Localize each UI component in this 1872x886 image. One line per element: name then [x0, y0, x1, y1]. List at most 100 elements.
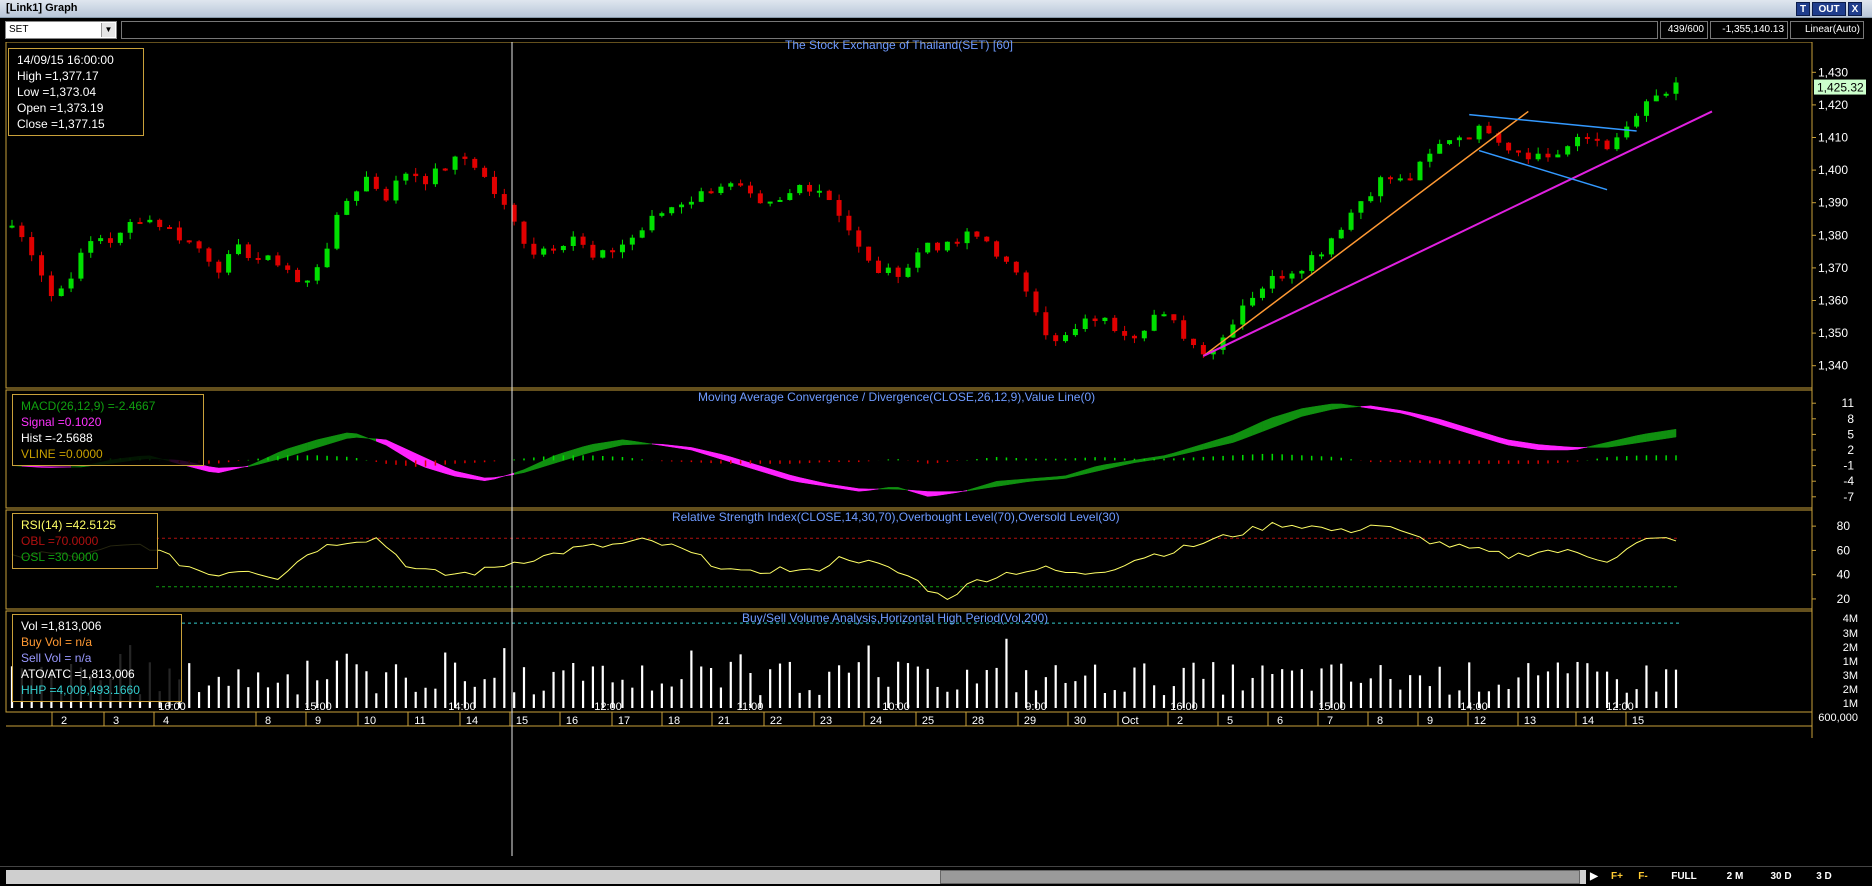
- macd-ribbon: [730, 456, 741, 466]
- candle-body: [206, 248, 212, 262]
- command-input[interactable]: [121, 21, 1658, 39]
- candle-body: [216, 261, 222, 273]
- macd-ribbon: [1262, 417, 1273, 432]
- macd-ribbon: [661, 443, 672, 448]
- t-button[interactable]: T: [1796, 2, 1810, 16]
- candle-body: [186, 240, 192, 243]
- macd-ribbon: [996, 480, 1007, 487]
- three-day-button[interactable]: 3 D: [1816, 871, 1832, 882]
- volume-tick-label: 3M: [1843, 628, 1858, 640]
- price-open: Open =1,373.19: [17, 101, 104, 115]
- candle-body: [629, 237, 635, 245]
- volume-tick-label: 1M: [1843, 656, 1858, 668]
- macd-ribbon: [523, 464, 535, 473]
- chart-area[interactable]: 1,430 1,420 1,410 1,400 1,390 1,380 1,370 1,360…: [0, 38, 1872, 856]
- macd-ribbon: [563, 449, 574, 461]
- candle-body: [304, 280, 310, 283]
- candle-body: [1240, 305, 1246, 325]
- obl-value: OBL =70.0000: [21, 534, 99, 548]
- date-label: 6: [1277, 715, 1283, 727]
- macd-ribbon: [927, 491, 938, 497]
- candle-body: [531, 243, 537, 255]
- macd-ribbon: [1193, 443, 1204, 452]
- date-label: 23: [820, 715, 832, 727]
- macd-ribbon: [937, 491, 948, 496]
- thirty-day-button[interactable]: 30 D: [1770, 871, 1792, 882]
- price-panel-title: The Stock Exchange of Thailand(SET) [60]: [785, 38, 1013, 52]
- date-label: 4: [163, 715, 169, 727]
- macd-ribbon: [238, 465, 249, 469]
- candle-body: [1023, 272, 1029, 292]
- candle-body: [610, 250, 616, 253]
- macd-ribbon: [1281, 411, 1293, 425]
- candle-body: [738, 183, 744, 186]
- close-button[interactable]: X: [1848, 2, 1862, 16]
- macd-ribbon: [415, 453, 426, 468]
- macd-ribbon: [1065, 472, 1076, 479]
- macd-ribbon: [720, 453, 732, 463]
- macd-ribbon: [1222, 434, 1234, 446]
- two-month-button[interactable]: 2 M: [1726, 871, 1744, 882]
- candle-body: [393, 180, 399, 201]
- macd-ribbon: [297, 442, 308, 454]
- macd-ribbon: [248, 461, 259, 468]
- candle-body: [816, 190, 822, 193]
- macd-ribbon: [878, 487, 889, 490]
- candle-body: [98, 238, 104, 242]
- candle-body: [846, 215, 852, 231]
- rsi-tick-label: 40: [1837, 568, 1851, 582]
- time-label: 9:00: [1025, 701, 1046, 713]
- date-label: 14: [466, 715, 478, 727]
- candle-body: [1575, 136, 1581, 147]
- candle-body: [1466, 137, 1472, 140]
- candle-body: [354, 191, 360, 201]
- macd-ribbon: [592, 442, 604, 453]
- chart-canvas[interactable]: 1,430 1,420 1,410 1,400 1,390 1,380 1,370 1,360…: [0, 42, 1872, 856]
- candle-body: [1033, 291, 1039, 313]
- candle-body: [1387, 177, 1393, 180]
- candle-body: [117, 232, 123, 243]
- macd-ribbon: [1646, 431, 1657, 442]
- candle-body: [324, 248, 330, 268]
- candle-body: [1535, 153, 1541, 160]
- macd-ribbon: [277, 448, 288, 460]
- candle-body: [767, 201, 773, 204]
- macd-ribbon: [1537, 444, 1549, 451]
- scroll-right-icon[interactable]: ▶: [1590, 871, 1598, 882]
- date-label: 9: [1427, 715, 1433, 727]
- date-label: 8: [265, 715, 271, 727]
- zoom-in-button[interactable]: F+: [1611, 871, 1623, 882]
- macd-ribbon: [1508, 439, 1519, 447]
- macd-ribbon: [1400, 410, 1411, 416]
- macd-ribbon: [956, 489, 968, 493]
- price-tick-label: 1,400: [1818, 163, 1848, 177]
- scroll-thumb[interactable]: [940, 870, 1580, 884]
- chevron-down-icon[interactable]: ▼: [101, 23, 115, 37]
- symbol-select[interactable]: SET ▼: [5, 21, 117, 39]
- candle-body: [432, 168, 438, 185]
- candle-body: [935, 242, 941, 251]
- macd-ribbon: [513, 469, 525, 475]
- candle-body: [570, 236, 576, 247]
- macd-ribbon: [1419, 414, 1431, 422]
- date-label: 25: [922, 715, 934, 727]
- zoom-out-button[interactable]: F-: [1638, 871, 1648, 882]
- candle-body: [1378, 177, 1384, 197]
- scale-mode[interactable]: Linear(Auto): [1790, 21, 1864, 39]
- macd-tick-label: 11: [1842, 396, 1855, 410]
- candle-body: [866, 246, 872, 261]
- macd-ribbon: [1498, 436, 1509, 446]
- rsi-tick-label: 60: [1837, 543, 1851, 557]
- candle-body: [1092, 318, 1098, 322]
- macd-ribbon: [1291, 408, 1303, 421]
- vol-value: Vol =1,813,006: [21, 619, 102, 633]
- out-button[interactable]: OUT: [1812, 2, 1846, 16]
- full-button[interactable]: FULL: [1671, 871, 1697, 882]
- macd-ribbon: [405, 448, 416, 464]
- macd-ribbon: [1252, 421, 1263, 436]
- candle-body: [1653, 95, 1659, 102]
- macd-info-box: MACD(26,12,9) =-2.4667 Signal =0.1020 Hi…: [12, 394, 204, 466]
- macd-ribbon: [1606, 439, 1618, 448]
- last-price-label: 1,425.32: [1817, 81, 1864, 95]
- macd-ribbon: [1075, 469, 1086, 477]
